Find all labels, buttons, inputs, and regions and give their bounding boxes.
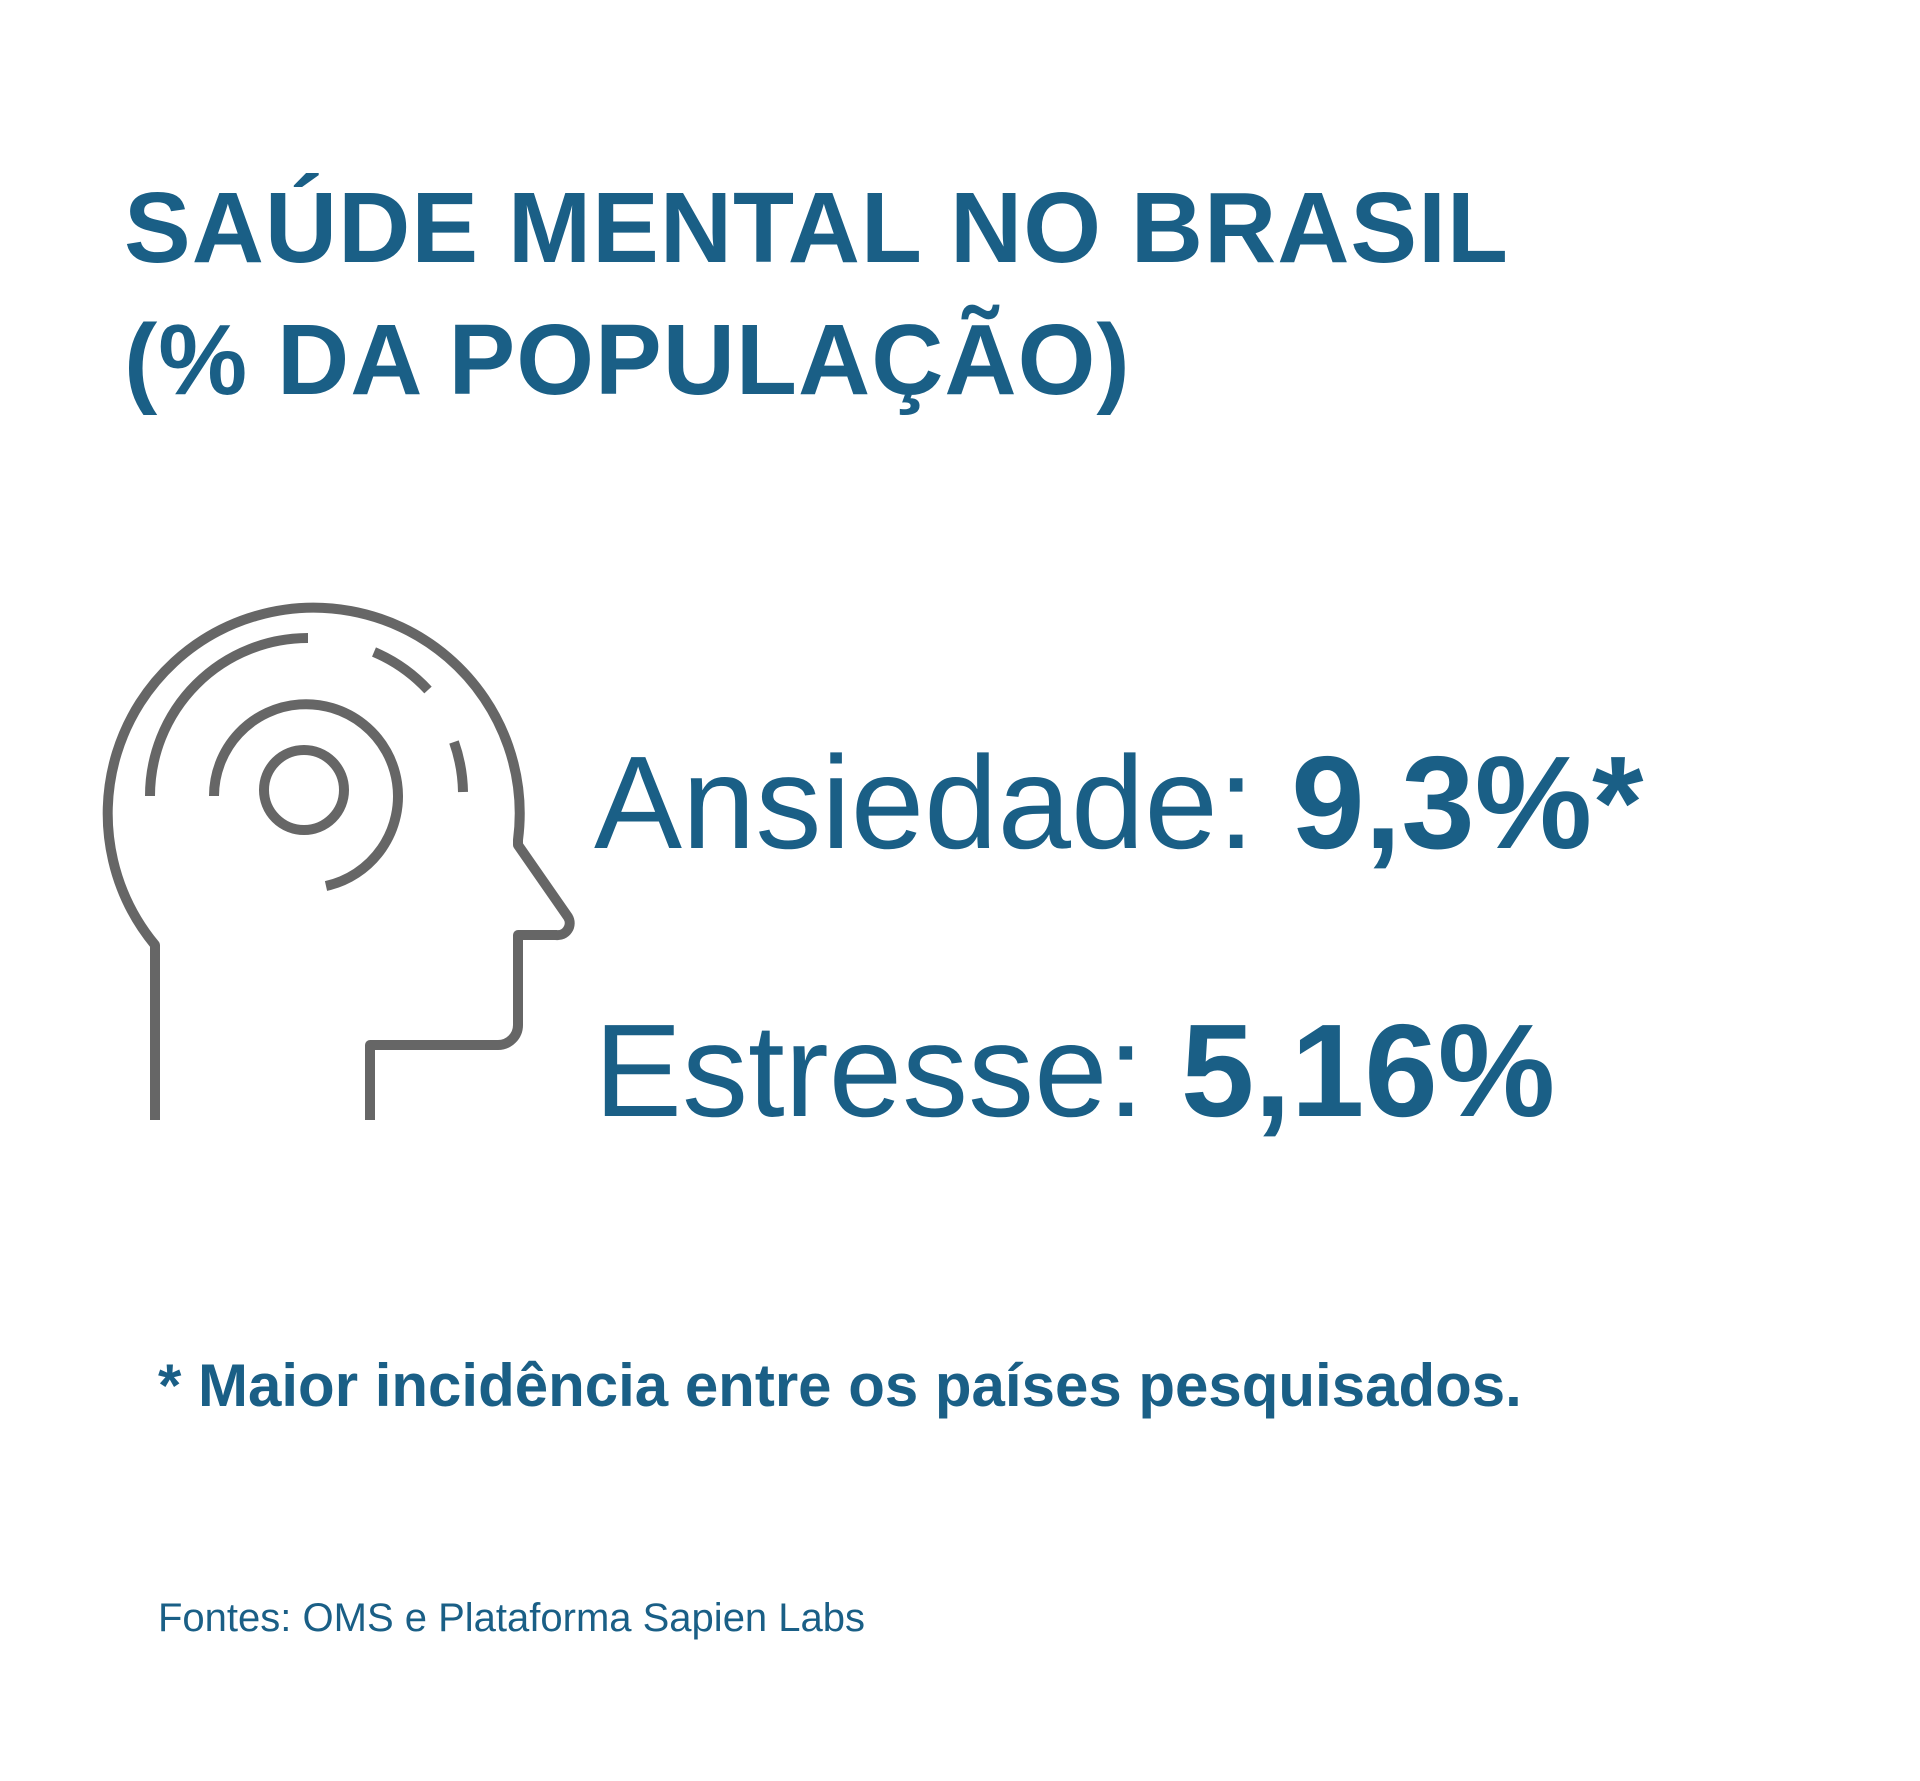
title-line-1: SAÚDE MENTAL NO BRASIL xyxy=(124,172,1509,284)
head-outline xyxy=(102,602,575,1120)
page-title: SAÚDE MENTAL NO BRASIL (% DA POPULAÇÃO) xyxy=(124,162,1509,426)
brain-outer-wave-left xyxy=(145,633,309,797)
head-with-brain-waves-icon xyxy=(102,602,575,1120)
stat-ansiedade-label: Ansiedade: xyxy=(594,729,1255,876)
stat-estresse-value: 5,16% xyxy=(1180,997,1556,1144)
brain-center-circle xyxy=(259,745,349,835)
brain-outer-wave-top xyxy=(371,647,432,694)
stat-ansiedade: Ansiedade: 9,3%* xyxy=(594,728,1643,878)
sources-credit: Fontes: OMS e Plataforma Sapien Labs xyxy=(158,1596,866,1640)
brain-outer-wave-right xyxy=(449,740,468,793)
brain-inner-wave xyxy=(209,699,403,891)
title-line-2: (% DA POPULAÇÃO) xyxy=(124,304,1131,416)
footnote: * Maior incidência entre os países pesqu… xyxy=(158,1352,1522,1419)
stat-ansiedade-value: 9,3%* xyxy=(1291,729,1644,876)
stat-estresse: Estresse: 5,16% xyxy=(594,996,1555,1146)
stat-estresse-label: Estresse: xyxy=(594,997,1145,1144)
